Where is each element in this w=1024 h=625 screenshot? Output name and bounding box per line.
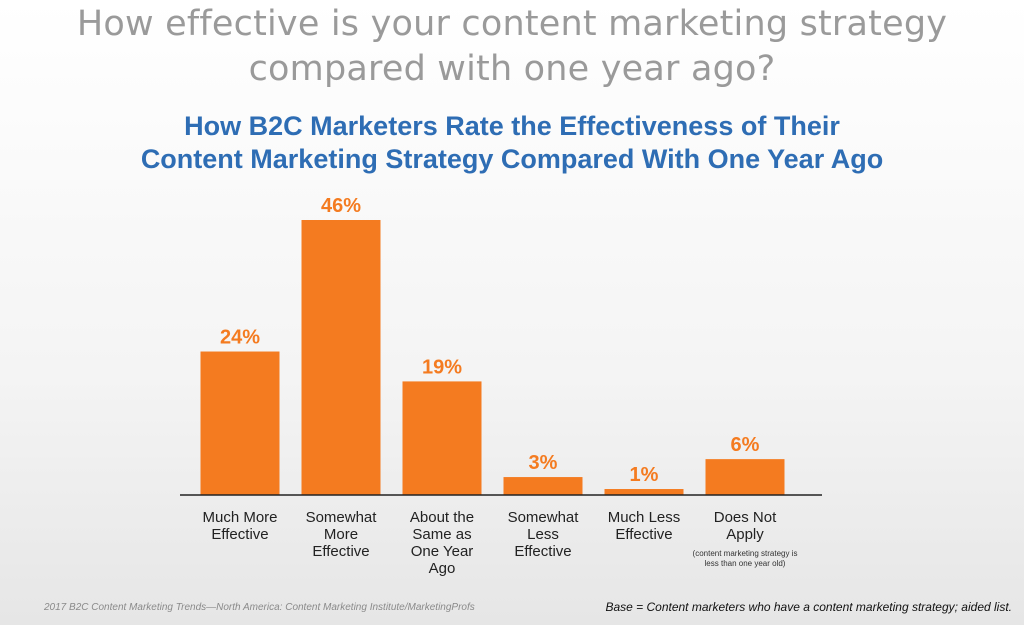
category-label-5-line-1: Apply [726,526,764,543]
source-note: 2017 B2C Content Marketing Trends—North … [44,602,475,613]
category-label-4-line-0: Much Less [607,509,681,526]
base-note: Base = Content marketers who have a cont… [605,600,1012,614]
headline-question: How effective is your content marketing … [0,2,1024,92]
category-label-0-line-1: Effective [211,526,269,543]
value-label-2: 19% [422,356,462,378]
category-label-0-line-0: Much More [202,509,278,526]
category-label-1-line-2: Effective [312,543,370,560]
category-label-1: Somewhat More Effective [281,509,401,560]
chart-title-line-2: Content Marketing Strategy Compared With… [140,144,884,174]
headline-line-2: compared with one year ago? [248,49,776,89]
category-label-1-line-1: More [323,526,359,543]
category-label-2-line-3: Ago [428,560,456,577]
headline-line-1: How effective is your content marketing … [76,4,948,44]
bar-0 [200,351,280,495]
category-label-4-line-1: Effective [615,526,673,543]
category-label-5-line-0: Does Not [713,509,777,526]
bar-1 [301,220,381,495]
value-label-1: 46% [321,195,361,217]
chart-title-line-1: How B2C Marketers Rate the Effectiveness… [184,111,840,141]
value-label-0: 24% [220,327,260,349]
bar-5 [705,459,785,495]
category-label-5: Does Not Apply (content marketing strategy… [685,509,805,569]
category-label-1-line-0: Somewhat [305,509,377,526]
chart-title: How B2C Marketers Rate the Effectiveness… [0,110,1024,176]
bars-group [200,220,785,495]
value-label-3: 3% [529,452,558,474]
category-label-2-line-1: Same as [412,526,472,543]
category-label-4: Much Less Effective [584,509,704,543]
value-label-5: 6% [731,434,760,456]
category-label-2-line-0: About the [409,509,475,526]
category-label-3: Somewhat Less Effective [483,509,603,560]
value-labels-group: 24% 46% 19% 3% 1% 6% [220,195,760,486]
category-label-3-line-0: Somewhat [507,509,579,526]
category-label-3-line-1: Less [527,526,559,543]
value-label-4: 1% [630,464,659,486]
bar-2 [402,381,482,495]
category-label-0: Much More Effective [180,509,300,543]
category-label-2-line-2: One Year [410,543,474,560]
bar-3 [503,477,583,495]
category-label-3-line-2: Effective [514,543,572,560]
bar-4 [604,489,684,495]
category-label-2: About the Same as One Year Ago [382,509,502,577]
category-note-5: (content marketing strategy is less than… [692,549,798,568]
